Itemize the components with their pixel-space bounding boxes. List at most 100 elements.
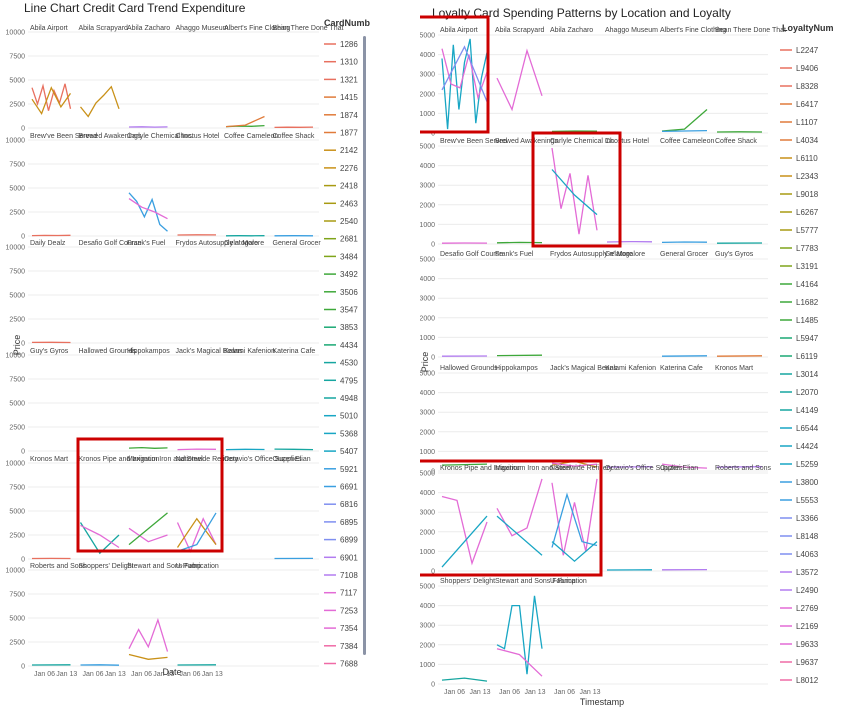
legend-item-label: L5947 xyxy=(796,334,819,343)
y-tick-label: 5000 xyxy=(9,78,25,85)
legend-item-label: 2540 xyxy=(340,217,358,226)
y-tick-label: 7500 xyxy=(9,377,25,384)
facet-strip-label: Daily Dealz xyxy=(30,240,66,247)
facet-strip-label: Abila Zacharo xyxy=(127,25,170,32)
legend-item-label: L2070 xyxy=(796,388,819,397)
loyalty-card-plot: 0 1000 2000 3000 4000 5000 Abila Airport Abila … xyxy=(420,15,819,707)
x-tick-label: Jan 13 xyxy=(470,689,491,696)
legend-item-label: L2343 xyxy=(796,172,819,181)
y-tick-label: 0 xyxy=(431,569,435,576)
facet-strip-label: Maximum Iron and Steel xyxy=(495,465,571,472)
legend-item-label: L7783 xyxy=(796,244,819,253)
legend-item-label: L6417 xyxy=(796,100,819,109)
facet-strip-label: Albert's Fine Clothing xyxy=(224,25,290,32)
legend-item-label: 1415 xyxy=(340,93,358,102)
facet-strip-label: Brewed Awakenings xyxy=(79,133,142,140)
legend-item-label: L8012 xyxy=(796,676,819,685)
y-tick-label: 1000 xyxy=(420,222,435,229)
facet-strip-label: Stewart and Sons Fabrication xyxy=(127,563,219,570)
facet-strip-label: Hallowed Grounds xyxy=(79,348,137,355)
series-line xyxy=(177,512,217,552)
legend-item-label: 5368 xyxy=(340,429,358,438)
series-line xyxy=(496,648,543,677)
y-tick-label: 10000 xyxy=(6,461,26,468)
legend-item-label: 1874 xyxy=(340,111,358,120)
x-tick-label: Jan 06 xyxy=(499,689,520,696)
facet-strip-label: Ouzeri Elian xyxy=(273,456,311,463)
highlight-box xyxy=(420,15,490,134)
facet-strip-label: Roberts and Sons xyxy=(30,563,87,570)
legend-item-label: L3014 xyxy=(796,370,819,379)
legend-item-label: L4149 xyxy=(796,406,819,415)
y-tick-label: 2500 xyxy=(9,317,25,324)
y-tick-label: 0 xyxy=(21,449,25,456)
y-tick-label: 0 xyxy=(431,242,435,249)
legend-item-label: L6267 xyxy=(796,208,819,217)
chart-title: Loyalty Card Spending Patterns by Locati… xyxy=(432,6,731,20)
legend-item-label: 4530 xyxy=(340,359,358,368)
series-line xyxy=(496,478,543,537)
legend-item-label: L2169 xyxy=(796,622,819,631)
y-tick-label: 4000 xyxy=(420,163,435,170)
series-line xyxy=(128,512,168,546)
y-tick-label: 2000 xyxy=(420,429,435,436)
legend-item-label: L3572 xyxy=(796,568,819,577)
y-tick-label: 2000 xyxy=(420,202,435,209)
y-tick-label: 7500 xyxy=(9,485,25,492)
legend-item-label: L5259 xyxy=(796,460,819,469)
y-tick-label: 5000 xyxy=(420,584,435,591)
chart-title: Line Chart Credit Card Trend Expenditure xyxy=(24,1,246,15)
y-tick-label: 0 xyxy=(431,469,435,476)
y-tick-label: 5000 xyxy=(420,371,435,378)
y-tick-label: 0 xyxy=(21,234,25,241)
series-line xyxy=(31,83,72,111)
legend-item-label: L3366 xyxy=(796,514,819,523)
x-tick-label: Jan 06 xyxy=(554,689,575,696)
facet-strip-label: Hippokampos xyxy=(127,348,170,355)
series-line xyxy=(661,109,708,132)
y-axis-title: Price xyxy=(420,352,430,373)
legend-item-label: 2463 xyxy=(340,199,358,208)
y-tick-label: 5000 xyxy=(420,33,435,40)
facet-strip-label: Abila Scrapyard xyxy=(495,27,545,34)
y-tick-label: 5000 xyxy=(420,471,435,478)
facet-strip-label: Abila Scrapyard xyxy=(79,25,129,32)
legend-item-label: 4795 xyxy=(340,376,358,385)
facet-strip-label: Kronos Mart xyxy=(30,456,68,463)
y-tick-label: 2000 xyxy=(420,529,435,536)
y-tick-label: 2500 xyxy=(9,640,25,647)
y-tick-label: 2500 xyxy=(9,102,25,109)
legend-item-label: 7384 xyxy=(340,642,358,651)
series-line xyxy=(31,86,72,116)
y-tick-label: 3000 xyxy=(420,623,435,630)
x-tick-label: Jan 13 xyxy=(153,671,174,678)
y-tick-label: 1000 xyxy=(420,111,435,118)
series-line xyxy=(441,45,488,102)
legend-item-label: L3191 xyxy=(796,262,819,271)
series-line xyxy=(79,522,120,555)
facet-strip-label: Ahaggo Museum xyxy=(605,27,658,34)
facet-strip-label: Abila Airport xyxy=(440,27,478,34)
legend-item-label: L5777 xyxy=(796,226,819,235)
legend-item-label: 1877 xyxy=(340,129,358,138)
series-line xyxy=(128,198,168,220)
facet-strip-label: Ahaggo Museum xyxy=(176,25,229,32)
y-tick-label: 2500 xyxy=(9,533,25,540)
x-tick-label: Jan 06 xyxy=(34,671,55,678)
series-line xyxy=(551,492,598,548)
series-line xyxy=(128,446,168,449)
y-tick-label: 5000 xyxy=(420,144,435,151)
facet-strip-label: Brew've Been Served xyxy=(440,138,507,145)
highlight-box xyxy=(531,131,622,248)
y-tick-label: 4000 xyxy=(420,276,435,283)
facet-strip-label: Desafio Golf Course xyxy=(440,251,503,258)
facet-strip-label: Nationwide Refinery xyxy=(550,465,613,472)
facet-strip-label: Katerina Cafe xyxy=(273,348,316,355)
y-tick-label: 0 xyxy=(21,126,25,133)
series-line xyxy=(441,677,488,682)
series-line xyxy=(661,129,708,133)
legend-item-label: 7108 xyxy=(340,571,358,580)
facet-strip-label: Chostus Hotel xyxy=(176,133,220,140)
series-line xyxy=(441,48,488,101)
series-line xyxy=(496,48,543,112)
